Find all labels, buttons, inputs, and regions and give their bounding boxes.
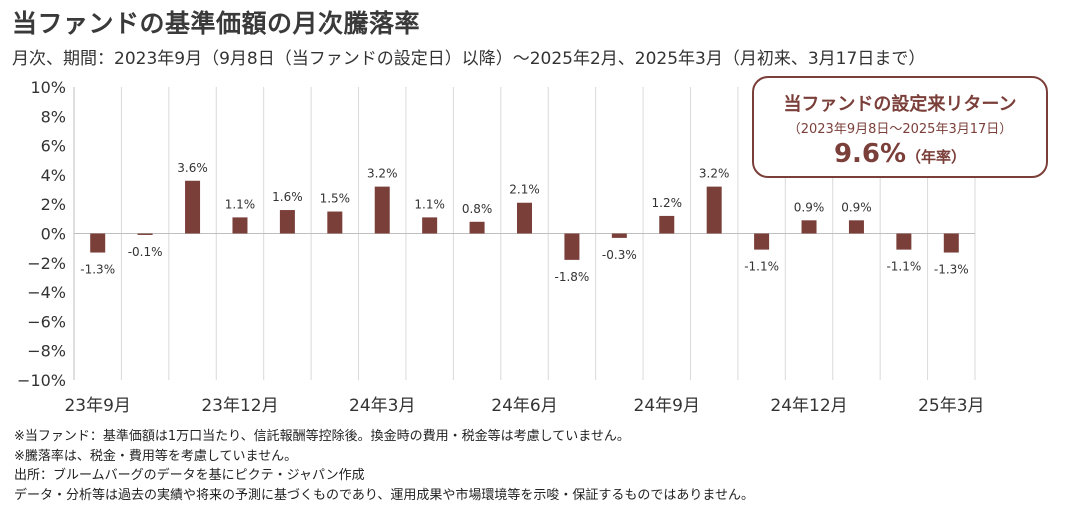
data-label: 3.2% [699,167,730,181]
bar [185,180,201,234]
bar [469,221,485,234]
y-tick-label: −4% [27,283,66,302]
chart-subtitle: 月次、期間：2023年9月（9月8日（当ファンドの設定日）以降）～2025年2月… [12,49,926,69]
y-tick-label: −8% [27,342,66,361]
bar [327,211,343,234]
x-tick-label: 24年6月 [491,396,557,416]
data-label: -1.8% [555,270,590,284]
data-label: 2.1% [509,183,540,197]
x-tick-label: 23年9月 [64,396,130,416]
data-label: 1.1% [414,197,445,211]
bar [232,217,248,234]
callout-return-value: 9.6% [833,139,907,169]
bar [611,233,627,238]
footnotes: ※当ファンド：基準価額は1万口当たり、信託報酬等控除後。換金時の費用・税金等は考… [14,427,754,505]
callout-value-row: 9.6%（年率） [754,139,1046,169]
y-tick-label: 4% [41,166,66,185]
chart-title: 当ファンドの基準価額の月次騰落率 [12,9,421,38]
data-label: 0.9% [841,200,872,214]
data-label: 3.6% [177,161,208,175]
footnote: 出所：ブルームバーグのデータを基にピクテ・ジャパン作成 [14,468,365,483]
data-label: 3.2% [367,167,398,181]
y-tick-label: 2% [41,195,66,214]
bar [706,186,722,234]
since-inception-return-box: 当ファンドの設定来リターン （2023年9月8日～2025年3月17日） 9.6… [752,76,1048,178]
callout-unit: （年率） [906,148,967,166]
footnote: データ・分析等は過去の実績や将来の予測に基づくものであり、運用成果や市場環境等を… [14,487,754,503]
data-labels: -1.3% -0.1% 3.6% 1.1% 1.6% 1.5% 3.2% 1.1% 0.8% 2.… [80,161,968,284]
data-label: 0.8% [462,202,493,216]
bar [279,210,295,234]
bar [754,233,770,250]
y-tick-label: 6% [41,137,66,156]
footnote: ※騰落率は、税金・費用等を考慮していません。 [14,448,298,464]
callout-period: （2023年9月8日～2025年3月17日） [787,122,1013,137]
data-label: -1.3% [80,263,115,277]
bar [90,233,106,253]
y-tick-label: −6% [27,312,66,331]
data-label: 1.5% [320,192,351,206]
y-tick-label: 10% [30,78,66,97]
bar [659,215,675,234]
bar [801,220,817,234]
bar [564,233,580,260]
footnote: ※当ファンド：基準価額は1万口当たり、信託報酬等控除後。換金時の費用・税金等は考… [14,429,630,444]
y-tick-label: −2% [27,254,66,273]
x-tick-label: 23年12月 [201,396,278,416]
y-tick-label: 8% [41,107,66,126]
bar [374,186,390,234]
bars [90,180,959,260]
x-tick-label: 24年9月 [634,396,700,416]
data-label: -1.1% [886,260,921,274]
x-tick-label: 24年12月 [770,396,847,416]
bar [896,233,912,250]
data-label: -1.1% [744,260,779,274]
data-label: 1.1% [225,197,256,211]
y-tick-label: −10% [17,371,66,390]
callout-title: 当ファンドの設定来リターン [783,94,1017,115]
bar-chart: 10% 8% 6% 4% 2% 0% −2% −4% −6% −8% −10% 23年9月 23年12月… [17,78,984,416]
bar [848,220,864,234]
data-label: -1.3% [934,263,969,277]
data-label: -0.3% [602,248,637,262]
bar [517,202,532,234]
data-label: 1.6% [272,190,303,204]
axes: 10% 8% 6% 4% 2% 0% −2% −4% −6% −8% −10% 23年9月 23年12月… [17,78,984,416]
data-label: -0.1% [128,245,163,259]
data-label: 0.9% [794,200,825,214]
bar [943,233,959,253]
bar [422,217,438,234]
y-tick-label: 0% [41,225,66,244]
x-tick-label: 25年3月 [918,396,984,416]
bar [137,233,153,235]
x-tick-label: 24年3月 [349,396,415,416]
data-label: 1.2% [652,196,683,210]
